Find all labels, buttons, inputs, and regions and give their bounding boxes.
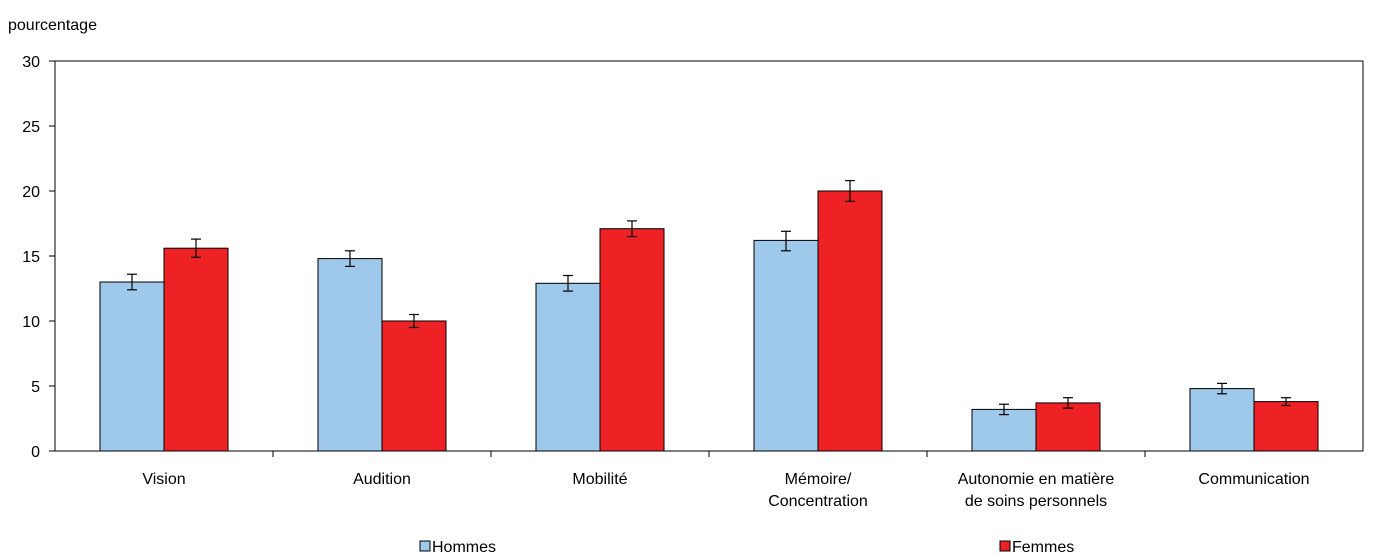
bar-femmes: [599, 228, 665, 452]
y-tick-label: 25: [22, 119, 40, 136]
bar-hommes: [535, 282, 601, 452]
y-tick-label: 10: [22, 314, 40, 331]
y-tick-label: 15: [22, 249, 40, 266]
bar-hommes: [753, 239, 819, 452]
bar-femmes: [1035, 402, 1101, 452]
x-tick-label: Autonomie en matière: [958, 471, 1115, 488]
bar-femmes: [1253, 401, 1319, 452]
x-tick-label: Audition: [353, 471, 411, 488]
y-tick-label: 0: [31, 444, 40, 461]
y-tick-label: 20: [22, 184, 40, 201]
bar-hommes: [99, 281, 165, 452]
bar-hommes: [971, 408, 1037, 452]
bar-femmes: [381, 320, 447, 452]
y-axis-title: pourcentage: [8, 17, 97, 34]
bar-hommes: [1189, 388, 1255, 452]
y-tick-label: 5: [31, 379, 40, 396]
bar-femmes: [163, 247, 229, 452]
axes: [54, 60, 1364, 457]
bars: [99, 190, 1319, 452]
legend-swatch-hommes: [419, 540, 431, 552]
x-tick-label: de soins personnels: [965, 493, 1107, 510]
legend-label-femmes: Femmes: [1012, 539, 1074, 554]
y-tick-label: 30: [22, 54, 40, 71]
x-tick-label: Concentration: [768, 493, 868, 510]
bar-femmes: [817, 190, 883, 452]
legend-label-hommes: Hommes: [432, 539, 496, 554]
error-bars: [127, 180, 1291, 416]
bar-hommes: [317, 258, 383, 452]
x-tick-label: Mobilité: [572, 471, 627, 488]
x-axis-labels: Vision Audition Mobilité Mémoire/Concentrat…: [142, 471, 1309, 510]
legend-swatch-femmes: [999, 540, 1011, 552]
legend: Hommes Femmes: [419, 539, 1074, 554]
x-tick-label: Communication: [1198, 471, 1309, 488]
x-tick-label: Vision: [142, 471, 185, 488]
x-tick-label: Mémoire/: [785, 471, 852, 488]
y-axis-ticks: 0 5 10 15 20 25 30: [22, 54, 55, 461]
plot-frame: [54, 60, 1364, 452]
